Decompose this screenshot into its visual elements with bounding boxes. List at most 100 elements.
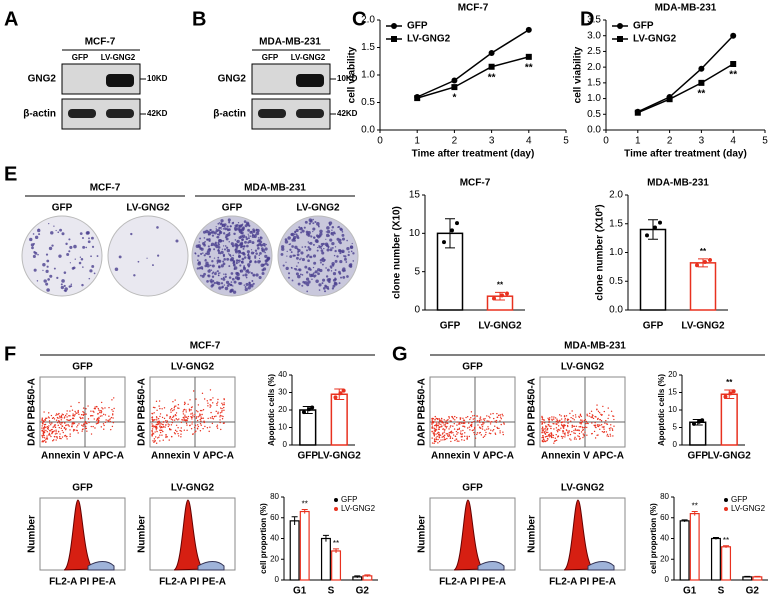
colony: [284, 240, 289, 244]
event: [572, 417, 574, 420]
y-tick-label: 2.0: [361, 15, 375, 26]
colony: [240, 260, 244, 263]
event: [56, 432, 58, 435]
event: [450, 425, 452, 427]
event: [464, 432, 466, 434]
colony: [322, 257, 325, 260]
event: [43, 437, 46, 439]
event: [605, 423, 608, 425]
colony: [118, 255, 122, 259]
event: [72, 413, 74, 415]
event: [46, 426, 49, 428]
x-tick-label: G1: [293, 586, 307, 597]
colony: [252, 252, 255, 255]
error-bar: [291, 516, 298, 526]
colony: [225, 246, 229, 249]
event: [162, 439, 164, 441]
event: [104, 414, 107, 416]
event: [587, 422, 589, 425]
event: [175, 424, 178, 426]
bar: [710, 537, 721, 581]
hist-title: GFP: [72, 483, 93, 494]
annotation: **: [497, 280, 504, 289]
scatter-box: [149, 376, 236, 448]
colony: [308, 256, 311, 258]
event: [155, 400, 158, 402]
colony: [238, 282, 241, 285]
x-tick-label: S: [328, 586, 335, 597]
event: [85, 413, 87, 415]
hist-ylabel: Number: [27, 515, 38, 553]
colony: [252, 228, 255, 232]
y-tick-label: 10: [278, 423, 287, 432]
event: [154, 406, 156, 409]
event: [189, 424, 191, 427]
series-line: [416, 56, 529, 99]
event: [158, 405, 160, 407]
event: [99, 415, 102, 417]
event: [162, 430, 164, 433]
event: [153, 412, 155, 414]
colony: [325, 275, 329, 278]
event: [72, 414, 75, 417]
colony: [233, 232, 236, 236]
event: [607, 435, 610, 437]
hist-title: LV-GNG2: [171, 483, 215, 494]
event: [99, 411, 101, 414]
colony: [31, 246, 34, 250]
event: [438, 422, 440, 424]
event: [470, 417, 472, 419]
event: [584, 418, 587, 421]
colony: [304, 265, 308, 269]
row-label: GNG2: [28, 74, 57, 85]
event: [68, 415, 70, 417]
event: [452, 425, 454, 427]
event: [42, 432, 44, 434]
y-tick-label: 0.0: [361, 125, 375, 136]
event: [604, 422, 606, 424]
colony: [230, 242, 234, 246]
colony: [65, 242, 68, 246]
event: [177, 419, 179, 421]
event: [63, 417, 66, 419]
colony: [229, 290, 232, 293]
colony: [256, 247, 260, 250]
colony: [346, 239, 348, 242]
colony: [199, 237, 202, 240]
event: [490, 429, 492, 431]
colony: [222, 228, 225, 230]
marker: [525, 26, 532, 33]
row-label: β-actin: [23, 109, 56, 120]
event: [61, 422, 64, 424]
event: [45, 426, 47, 429]
colony: [53, 225, 55, 227]
event: [185, 422, 188, 425]
event: [185, 411, 187, 413]
event: [431, 422, 433, 424]
bar: [720, 393, 738, 446]
colony: [291, 238, 295, 242]
event: [155, 423, 158, 426]
colony: [208, 232, 210, 234]
event: [544, 422, 546, 424]
event: [82, 414, 84, 416]
colony: [264, 251, 266, 254]
colony: [315, 234, 319, 238]
colony: [319, 259, 323, 262]
colony: [68, 238, 71, 241]
event: [107, 419, 109, 422]
event: [452, 432, 454, 434]
event: [83, 412, 85, 414]
event: [170, 411, 172, 413]
colony: [216, 235, 220, 239]
colony: [208, 233, 210, 236]
event: [190, 406, 193, 409]
event: [209, 406, 211, 408]
event: [159, 429, 161, 431]
event: [469, 418, 471, 421]
event: [567, 431, 569, 433]
event: [174, 433, 176, 435]
event: [559, 419, 561, 422]
event: [219, 407, 222, 409]
colony: [347, 253, 350, 257]
